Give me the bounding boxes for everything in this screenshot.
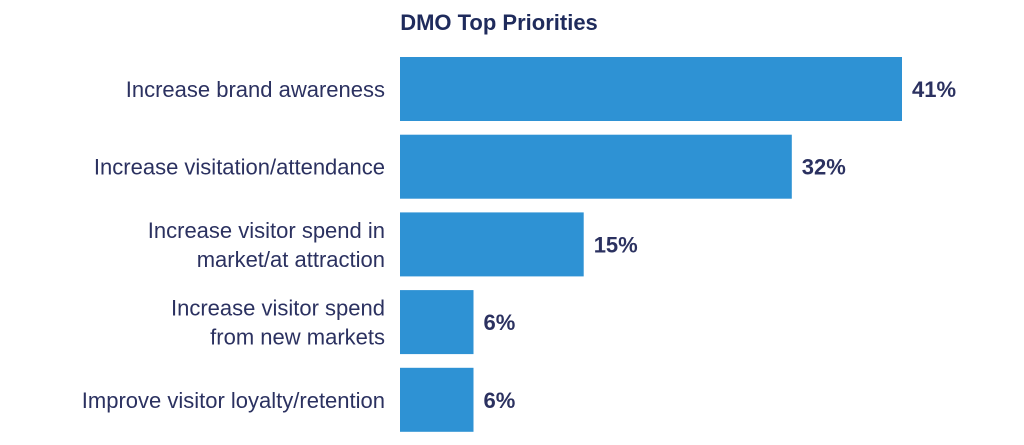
chart-title: DMO Top Priorities (400, 10, 598, 35)
value-label-2: 32% (802, 155, 846, 180)
value-label-1: 41% (912, 77, 956, 102)
bar-1 (400, 57, 902, 121)
category-label-3: Increase visitor spend in market/at attra… (148, 218, 385, 272)
category-label-line: market/at attraction (197, 247, 385, 272)
category-label-2: Increase visitation/attendance (94, 155, 385, 180)
category-label-1: Increase brand awareness (126, 77, 385, 102)
value-label-5: 6% (484, 388, 516, 413)
category-label-line: Increase brand awareness (126, 77, 385, 102)
value-label-3: 15% (594, 232, 638, 257)
category-label-5: Improve visitor loyalty/retention (82, 388, 385, 413)
category-label-line: Increase visitor spend in (148, 218, 385, 243)
value-label-4: 6% (484, 310, 516, 335)
bar-3 (400, 212, 584, 277)
category-label-4: Increase visitor spend from new markets (171, 296, 385, 350)
bar-2 (400, 134, 792, 199)
category-label-line: from new markets (210, 325, 385, 350)
bar-4 (400, 290, 474, 355)
category-label-line: Increase visitor spend (171, 296, 385, 321)
bar-5 (400, 367, 474, 432)
category-label-line: Increase visitation/attendance (94, 155, 385, 180)
category-label-line: Improve visitor loyalty/retention (82, 388, 385, 413)
